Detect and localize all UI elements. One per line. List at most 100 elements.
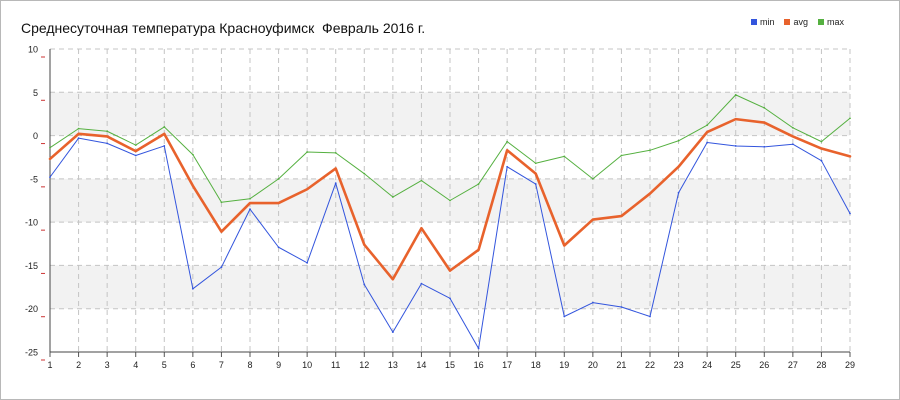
point-avg — [563, 244, 566, 247]
y-tick-label: 5 — [33, 88, 38, 98]
point-avg — [477, 248, 480, 251]
point-max — [249, 197, 251, 200]
point-min — [306, 261, 309, 264]
point-avg — [77, 132, 80, 135]
point-min — [77, 137, 80, 140]
x-tick-label: 7 — [219, 360, 224, 370]
x-tick-label: 28 — [816, 360, 826, 370]
point-min — [849, 212, 851, 215]
point-avg — [620, 215, 623, 217]
point-max — [506, 140, 509, 143]
point-avg — [706, 131, 709, 134]
point-min — [106, 142, 109, 145]
x-tick-label: 13 — [388, 360, 398, 370]
point-max — [334, 151, 337, 154]
x-tick-label: 14 — [416, 360, 426, 370]
x-tick-label: 4 — [133, 360, 138, 370]
point-min — [220, 266, 223, 269]
point-min — [820, 159, 823, 162]
x-tick-label: 12 — [359, 360, 369, 370]
point-min — [134, 154, 137, 157]
point-avg — [420, 227, 423, 230]
y-tick-label: -5 — [30, 174, 38, 184]
legend-item-max: max — [817, 17, 844, 27]
point-min — [763, 145, 766, 148]
point-max — [449, 199, 451, 202]
point-max — [363, 172, 366, 175]
point-max — [191, 153, 194, 156]
point-avg — [734, 118, 737, 121]
point-avg — [49, 158, 51, 160]
x-tick-label: 17 — [502, 360, 512, 370]
point-min — [449, 297, 451, 300]
x-tick-label: 26 — [759, 360, 769, 370]
point-min — [277, 246, 280, 249]
point-avg — [649, 192, 651, 195]
y-tick-label: -10 — [25, 218, 38, 228]
x-tick-label: 29 — [845, 360, 855, 370]
x-tick-label: 23 — [674, 360, 684, 370]
x-tick-label: 8 — [247, 360, 252, 370]
point-max — [420, 179, 423, 182]
point-min — [363, 283, 366, 286]
x-tick-label: 18 — [531, 360, 541, 370]
x-tick-label: 21 — [616, 360, 626, 370]
point-avg — [306, 188, 309, 191]
x-tick-label: 11 — [331, 360, 340, 370]
x-tick-label: 5 — [162, 360, 167, 370]
point-max — [649, 149, 651, 152]
point-min — [506, 165, 509, 168]
x-tick-label: 15 — [445, 360, 455, 370]
x-tick-label: 6 — [190, 360, 195, 370]
point-avg — [134, 150, 137, 153]
point-min — [420, 282, 423, 285]
point-max — [106, 130, 109, 133]
point-max — [391, 196, 394, 198]
point-avg — [163, 132, 166, 135]
legend-label-max: max — [826, 17, 844, 27]
point-min — [391, 331, 394, 333]
point-max — [849, 117, 851, 120]
x-tick-label: 1 — [47, 360, 52, 370]
legend-item-min: min — [750, 17, 774, 27]
legend-swatch-min — [750, 19, 757, 25]
point-min — [477, 347, 480, 350]
point-max — [677, 139, 680, 142]
point-max — [563, 155, 566, 158]
x-tick-label: 20 — [588, 360, 598, 370]
x-tick-label: 16 — [474, 360, 484, 370]
point-min — [163, 145, 166, 147]
y-tick-label: -15 — [25, 261, 38, 271]
point-max — [734, 93, 737, 96]
point-avg — [849, 155, 851, 158]
point-max — [220, 201, 223, 204]
point-avg — [534, 172, 537, 175]
legend-swatch-max — [817, 19, 824, 25]
point-min — [791, 143, 794, 146]
y-tick-label: -20 — [25, 304, 38, 314]
point-avg — [591, 218, 594, 221]
point-avg — [363, 243, 366, 246]
point-max — [134, 144, 137, 146]
point-avg — [277, 202, 280, 204]
legend-swatch-avg — [784, 19, 791, 25]
point-avg — [191, 184, 194, 187]
point-avg — [249, 202, 251, 204]
point-avg — [391, 278, 394, 281]
point-avg — [449, 269, 451, 272]
point-min — [649, 315, 651, 318]
point-max — [49, 146, 51, 149]
point-min — [49, 176, 51, 179]
point-avg — [506, 149, 509, 152]
point-max — [763, 106, 766, 109]
point-min — [591, 301, 594, 304]
y-tick-label: 0 — [33, 131, 38, 141]
point-min — [249, 208, 251, 211]
point-min — [706, 141, 709, 144]
point-max — [163, 126, 166, 128]
point-min — [563, 315, 566, 318]
point-avg — [791, 135, 794, 138]
point-max — [620, 154, 623, 157]
legend-label-avg: avg — [793, 17, 808, 27]
chart-title: Среднесуточная температура Красноуфимск … — [21, 20, 426, 36]
